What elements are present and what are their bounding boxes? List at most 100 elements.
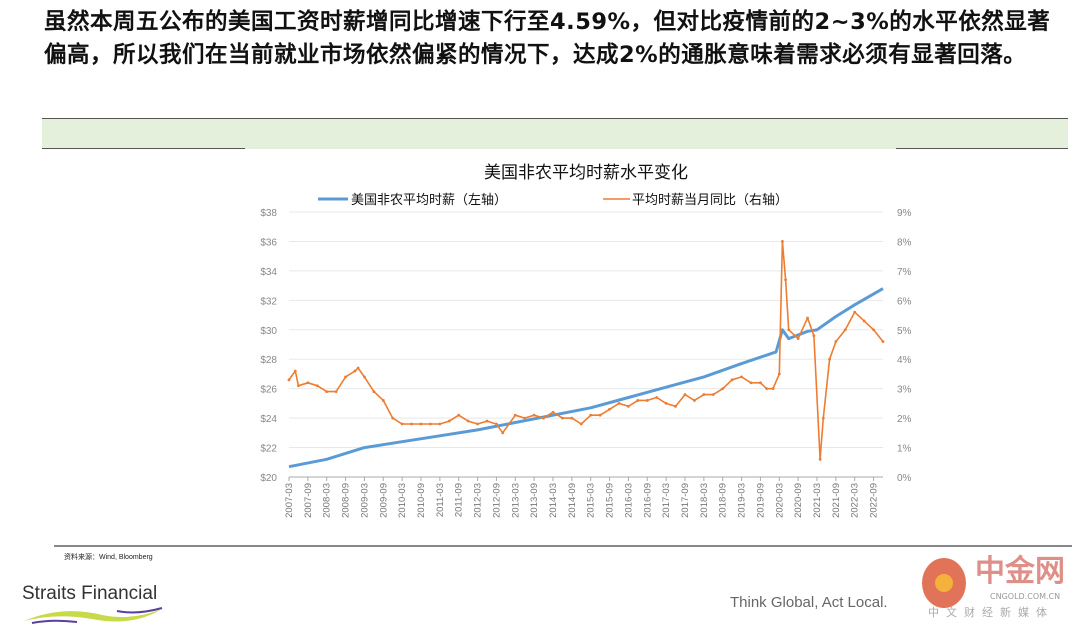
y-left-tick-label: $32: [260, 296, 277, 307]
y-right-tick-label: 8%: [897, 237, 912, 248]
data-point-yoy: [372, 390, 376, 394]
data-point-yoy: [551, 410, 555, 414]
brand-logo: Straits Financial: [22, 583, 158, 604]
data-point-yoy: [843, 328, 847, 332]
data-point-yoy: [812, 334, 816, 338]
data-point-yoy: [457, 413, 461, 417]
data-point-yoy: [777, 372, 781, 376]
divider: [896, 148, 1068, 149]
x-tick-label: 2008-03: [322, 483, 333, 518]
data-point-yoy: [542, 416, 545, 420]
y-left-tick-label: $30: [260, 326, 277, 337]
watermark-name: 中金网: [975, 554, 1065, 589]
y-left-tick-label: $26: [260, 385, 277, 396]
data-point-yoy: [853, 310, 857, 314]
data-point-yoy: [391, 416, 395, 420]
data-point-yoy: [627, 404, 630, 408]
data-point-yoy: [771, 387, 775, 391]
data-point-yoy: [287, 378, 291, 382]
data-point-yoy: [693, 399, 696, 402]
y-left-tick-label: $34: [260, 267, 277, 278]
data-point-yoy: [410, 422, 413, 426]
data-point-yoy: [759, 381, 762, 385]
legend-label-wage: 美国非农平均时薪（左轴）: [351, 193, 507, 208]
data-point-yoy: [598, 413, 602, 417]
data-point-yoy: [429, 422, 432, 426]
y-right-tick-label: 4%: [897, 355, 912, 366]
data-point-yoy: [664, 401, 668, 405]
slogan: Think Global, Act Local.: [730, 594, 888, 611]
x-tick-label: 2019-09: [755, 483, 766, 518]
data-point-yoy: [356, 366, 360, 370]
x-tick-label: 2013-09: [529, 483, 540, 518]
data-point-yoy: [608, 407, 611, 411]
data-point-yoy: [636, 399, 640, 402]
x-tick-label: 2022-03: [850, 483, 861, 518]
y-right-tick-label: 9%: [897, 208, 912, 219]
data-point-yoy: [334, 390, 338, 394]
data-point-yoy: [344, 375, 347, 379]
y-left-tick-label: $22: [260, 444, 277, 455]
x-tick-label: 2017-09: [680, 483, 691, 518]
data-point-yoy: [495, 422, 498, 426]
data-point-yoy: [834, 340, 838, 343]
x-tick-label: 2011-09: [454, 483, 465, 517]
data-point-yoy: [400, 422, 404, 426]
x-tick-label: 2012-03: [473, 483, 484, 518]
data-point-yoy: [381, 399, 385, 402]
watermark-sub: 中文财经新媒体: [928, 606, 1054, 619]
x-tick-label: 2014-03: [548, 483, 559, 518]
legend-label-yoy: 平均时薪当月同比（右轴）: [632, 193, 788, 208]
y-right-tick-label: 6%: [897, 296, 912, 307]
y-right-tick-label: 7%: [897, 267, 912, 278]
data-point-yoy: [862, 319, 866, 323]
data-point-yoy: [306, 381, 310, 385]
data-point-yoy: [476, 422, 479, 426]
divider: [54, 545, 1072, 547]
x-tick-label: 2008-09: [341, 483, 352, 518]
data-point-yoy: [721, 387, 725, 391]
data-point-yoy: [561, 416, 564, 420]
data-point-yoy: [872, 328, 875, 332]
data-point-yoy: [683, 393, 687, 396]
x-tick-label: 2020-03: [774, 483, 785, 518]
y-right-tick-label: 3%: [897, 385, 912, 396]
y-left-tick-label: $20: [260, 473, 277, 484]
x-tick-label: 2007-09: [303, 483, 314, 518]
x-tick-label: 2009-03: [359, 483, 370, 518]
y-left-tick-label: $38: [260, 208, 277, 219]
x-tick-label: 2020-09: [793, 483, 804, 518]
data-point-yoy: [784, 278, 787, 282]
chart-title: 美国非农平均时薪水平变化: [484, 163, 688, 183]
y-right-tick-label: 0%: [897, 473, 912, 484]
data-point-yoy: [781, 240, 784, 243]
data-point-yoy: [674, 404, 677, 408]
x-tick-label: 2021-09: [831, 483, 842, 518]
data-point-yoy: [363, 375, 366, 379]
x-tick-label: 2018-09: [718, 483, 729, 518]
data-point-yoy: [730, 378, 734, 382]
x-tick-label: 2015-03: [586, 483, 597, 518]
y-right-tick-label: 1%: [897, 444, 912, 455]
data-point-yoy: [806, 316, 809, 320]
data-point-yoy: [655, 396, 659, 399]
y-left-tick-label: $36: [260, 237, 277, 248]
data-point-yoy: [881, 340, 885, 343]
watermark-logo-icon: [922, 558, 966, 608]
data-point-yoy: [325, 390, 329, 394]
x-tick-label: 2011-03: [435, 483, 446, 517]
x-tick-label: 2022-09: [869, 483, 880, 518]
x-tick-label: 2014-09: [567, 483, 578, 518]
series-line-yoy: [288, 240, 884, 461]
data-point-yoy: [532, 413, 536, 417]
data-point-yoy: [702, 393, 706, 396]
data-point-yoy: [818, 457, 822, 461]
y-right-tick-label: 2%: [897, 414, 912, 425]
data-point-yoy: [617, 401, 621, 405]
source-note: 资料来源：Wind, Bloomberg: [64, 554, 153, 561]
data-point-yoy: [523, 416, 527, 420]
data-point-yoy: [438, 422, 442, 426]
data-point-yoy: [419, 422, 423, 426]
x-tick-label: 2007-03: [284, 483, 295, 518]
